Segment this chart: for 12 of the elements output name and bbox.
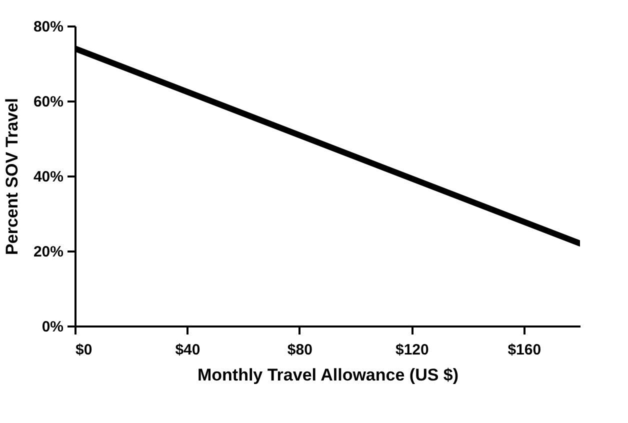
y-tick-label: 40%	[33, 168, 64, 186]
y-tick-label: 20%	[33, 244, 64, 260]
x-tick-label: $40	[175, 342, 200, 358]
x-tick-label: $0	[76, 342, 92, 358]
y-tick-label: 80%	[33, 18, 64, 36]
y-axis-title: Percent SOV Travel	[2, 98, 22, 255]
x-tick-label: $80	[287, 342, 312, 358]
y-tick-label: 60%	[33, 94, 64, 110]
x-axis-title: Monthly Travel Allowance (US $)	[197, 366, 459, 384]
y-tick-label: 0%	[42, 318, 64, 336]
x-tick-label: $160	[508, 342, 542, 358]
x-tick-label: $120	[395, 342, 429, 358]
